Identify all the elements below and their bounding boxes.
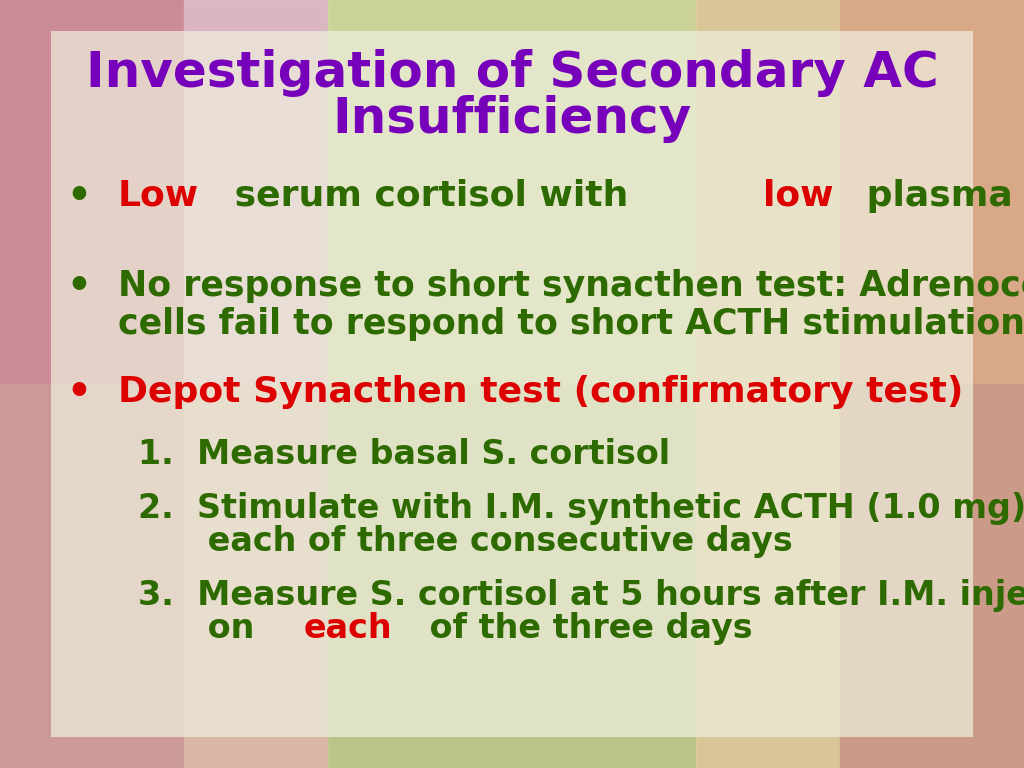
Bar: [840, 0, 1024, 384]
Bar: [696, 0, 840, 384]
Text: each: each: [303, 612, 392, 644]
Bar: [184, 0, 328, 384]
Bar: [328, 0, 696, 384]
Text: low: low: [763, 179, 834, 213]
Text: No response to short synacthen test: Adrenocortical: No response to short synacthen test: Adr…: [118, 269, 1024, 303]
Text: Low: Low: [118, 179, 199, 213]
Text: Depot Synacthen test (confirmatory test): Depot Synacthen test (confirmatory test): [118, 375, 964, 409]
Bar: [328, 384, 696, 768]
Bar: [840, 384, 1024, 768]
Text: Investigation of Secondary AC: Investigation of Secondary AC: [86, 49, 938, 97]
Text: each of three consecutive days: each of three consecutive days: [138, 525, 793, 558]
Text: 2.  Stimulate with I.M. synthetic ACTH (1.0 mg) on: 2. Stimulate with I.M. synthetic ACTH (1…: [138, 492, 1024, 525]
Bar: [0, 0, 184, 384]
FancyBboxPatch shape: [51, 31, 973, 737]
Text: •: •: [67, 372, 91, 411]
Text: 1.  Measure basal S. cortisol: 1. Measure basal S. cortisol: [138, 439, 671, 471]
Bar: [696, 384, 840, 768]
Text: Insufficiency: Insufficiency: [333, 95, 691, 143]
Text: •: •: [67, 266, 91, 305]
Text: on: on: [138, 612, 266, 644]
Text: of the three days: of the three days: [418, 612, 753, 644]
Text: plasma ACTH: plasma ACTH: [854, 179, 1024, 213]
Text: 3.  Measure S. cortisol at 5 hours after I.M. injection: 3. Measure S. cortisol at 5 hours after …: [138, 579, 1024, 611]
Bar: [0, 384, 184, 768]
Text: •: •: [67, 177, 91, 215]
Text: cells fail to respond to short ACTH stimulation: cells fail to respond to short ACTH stim…: [118, 307, 1024, 341]
Text: serum cortisol with: serum cortisol with: [222, 179, 641, 213]
Bar: [184, 384, 328, 768]
